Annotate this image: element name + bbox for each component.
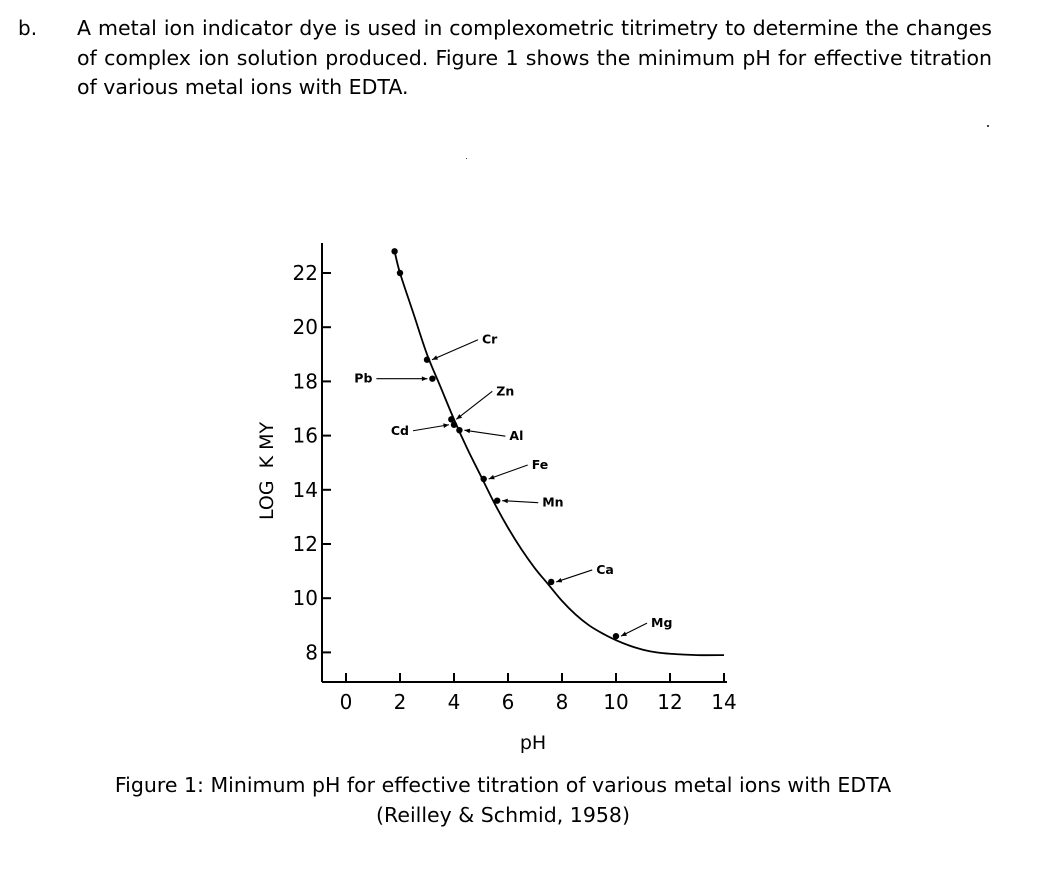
label-arrow bbox=[488, 464, 528, 480]
metal-ion-label: Fe bbox=[532, 457, 549, 472]
y-tick-label: 10 bbox=[293, 586, 318, 610]
titration-curve bbox=[393, 251, 725, 657]
label-arrowhead bbox=[464, 428, 471, 434]
question-label: b. bbox=[18, 16, 38, 40]
metal-ion-label: Cd bbox=[391, 423, 409, 438]
label-arrow bbox=[502, 500, 539, 504]
scan-speck bbox=[987, 125, 989, 127]
data-point bbox=[480, 475, 487, 483]
chart-ticks: 8 10 12 14 16 18 20 22 0 2 4 6 8 10 12 14 bbox=[293, 261, 737, 714]
data-point bbox=[548, 578, 555, 586]
metal-ion-label: Zn bbox=[496, 383, 514, 398]
chart-points-layer bbox=[391, 248, 620, 640]
caption-line-2: (Reilley & Schmid, 1958) bbox=[376, 803, 630, 827]
x-tick-label: 2 bbox=[394, 690, 407, 714]
x-tick-label: 6 bbox=[502, 690, 515, 714]
x-tick-label: 0 bbox=[340, 690, 353, 714]
question-text: A metal ion indicator dye is used in com… bbox=[77, 16, 992, 99]
x-axis-title: pH bbox=[520, 732, 546, 754]
label-arrowhead bbox=[488, 474, 495, 480]
label-arrowhead bbox=[556, 577, 563, 583]
label-arrowhead bbox=[443, 423, 449, 428]
chart-labels-layer: Cr Pb Zn Cd Al Fe Mn Ca Mg bbox=[354, 332, 672, 637]
metal-ion-label: Ca bbox=[596, 562, 614, 577]
y-tick-label: 16 bbox=[293, 424, 318, 448]
data-point bbox=[456, 426, 463, 434]
label-arrowhead bbox=[432, 355, 438, 360]
y-tick-label: 12 bbox=[293, 532, 318, 556]
data-point bbox=[494, 497, 501, 504]
label-arrowhead bbox=[456, 414, 463, 420]
data-point bbox=[396, 269, 404, 277]
label-arrow bbox=[455, 390, 493, 420]
scan-speck bbox=[466, 158, 467, 159]
x-tick-label: 4 bbox=[448, 690, 461, 714]
data-point bbox=[450, 421, 458, 428]
metal-ion-label: Al bbox=[509, 428, 523, 443]
y-tick-label: 8 bbox=[305, 640, 318, 664]
y-tick-label: 20 bbox=[293, 315, 318, 339]
x-tick-label: 14 bbox=[711, 690, 736, 714]
label-arrowhead bbox=[502, 498, 508, 504]
data-point bbox=[612, 632, 620, 640]
chart-axes bbox=[321, 243, 727, 683]
figure-caption: Figure 1: Minimum pH for effective titra… bbox=[0, 770, 1006, 830]
x-tick-label: 8 bbox=[556, 690, 569, 714]
label-arrowhead bbox=[421, 376, 428, 382]
data-point bbox=[391, 248, 398, 255]
metal-ion-label: Mn bbox=[542, 495, 563, 510]
chart-curve-layer bbox=[393, 251, 725, 657]
metal-ion-label: Mg bbox=[651, 615, 672, 630]
y-axis-title: LOG K MY bbox=[256, 421, 278, 520]
data-point bbox=[448, 416, 455, 423]
label-arrow bbox=[556, 569, 593, 583]
label-arrowhead bbox=[621, 631, 627, 637]
y-tick-label: 22 bbox=[293, 261, 318, 285]
x-tick-label: 10 bbox=[603, 690, 628, 714]
data-point bbox=[429, 375, 436, 382]
caption-line-1: Figure 1: Minimum pH for effective titra… bbox=[114, 773, 892, 797]
label-arrow bbox=[431, 339, 479, 361]
x-tick-label: 12 bbox=[657, 690, 682, 714]
y-tick-label: 18 bbox=[293, 369, 318, 393]
metal-ion-label: Cr bbox=[482, 332, 498, 347]
label-arrow bbox=[412, 424, 450, 432]
label-arrow bbox=[464, 429, 506, 437]
y-tick-label: 14 bbox=[293, 478, 318, 502]
data-point bbox=[423, 356, 431, 363]
metal-ion-label: Pb bbox=[354, 371, 372, 386]
